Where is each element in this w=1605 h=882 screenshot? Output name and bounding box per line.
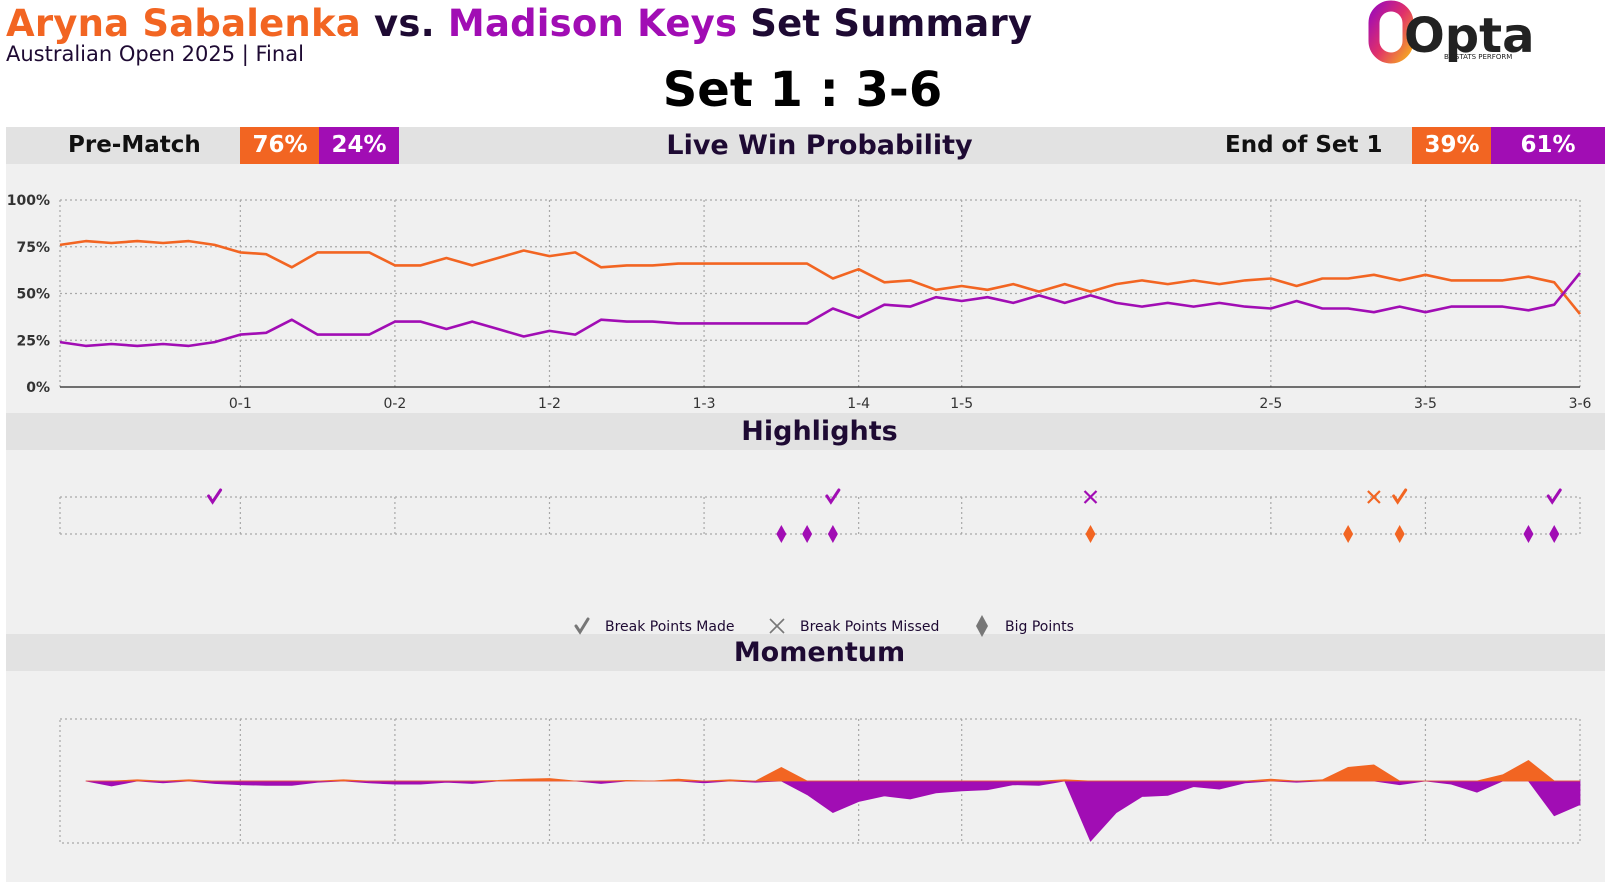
wp-xtick-label: 1-3 xyxy=(693,396,716,412)
diamond-icon xyxy=(976,615,988,637)
break-point-missed-icon xyxy=(1367,490,1381,504)
vs-text: vs. xyxy=(360,2,448,45)
break-point-made-icon xyxy=(207,488,223,505)
set-score: Set 1 : 3-6 xyxy=(662,62,943,118)
break-point-missed-icon xyxy=(1083,490,1098,504)
opta-tagline: BY STATS PERFORM xyxy=(1444,53,1512,61)
momentum-area-player2 xyxy=(85,780,1581,842)
cross-icon xyxy=(769,618,785,634)
win-probability-panel xyxy=(6,164,1605,413)
series-line-player1 xyxy=(59,239,1582,315)
win-probability-title: Live Win Probability xyxy=(666,130,973,161)
wp-xtick-label: 1-2 xyxy=(538,396,561,412)
legend-label: Break Points Made xyxy=(605,619,734,635)
highlights-title: Highlights xyxy=(741,416,898,447)
momentum-title: Momentum xyxy=(733,637,906,668)
prematch-label: Pre-Match xyxy=(68,132,201,158)
end-of-set-label: End of Set 1 xyxy=(1225,132,1383,158)
wp-ytick-label: 100% xyxy=(7,193,50,209)
big-point-icon xyxy=(1394,525,1405,543)
wp-xtick-label: 3-6 xyxy=(1569,396,1592,412)
end-player1-pct: 39% xyxy=(1412,127,1492,164)
chart-title: Aryna Sabalenka vs. Madison Keys Set Sum… xyxy=(6,2,1032,45)
break-point-made-icon xyxy=(1546,488,1562,505)
opta-logo: Opta BY STATS PERFORM xyxy=(1368,0,1535,64)
wp-ytick-label: 25% xyxy=(16,333,50,349)
opta-wordmark: Opta xyxy=(1404,8,1535,64)
momentum-area-player1 xyxy=(85,760,1580,782)
legend-label: Big Points xyxy=(1005,619,1074,635)
momentum-bar xyxy=(6,634,1605,671)
wp-xtick-label: 1-4 xyxy=(847,396,870,412)
wp-xtick-label: 3-5 xyxy=(1414,396,1437,412)
prematch-player1-pct: 76% xyxy=(240,127,320,164)
big-point-icon xyxy=(1523,525,1534,543)
prematch-player2-pct: 24% xyxy=(319,127,399,164)
title-suffix: Set Summary xyxy=(737,2,1033,45)
end-player2-pct: 61% xyxy=(1491,127,1605,164)
big-point-icon xyxy=(1085,525,1096,543)
player1-name: Aryna Sabalenka xyxy=(6,2,361,45)
big-point-icon xyxy=(776,525,787,543)
highlights-bar xyxy=(6,413,1605,450)
break-point-made-icon xyxy=(825,488,841,505)
wp-xtick-label: 2-5 xyxy=(1259,396,1282,412)
wp-ytick-label: 75% xyxy=(16,240,50,256)
break-point-made-icon xyxy=(1392,488,1408,505)
series-line-player2 xyxy=(59,272,1582,348)
wp-xtick-label: 0-2 xyxy=(383,396,406,412)
wp-ytick-label: 50% xyxy=(16,287,50,303)
big-point-icon xyxy=(1343,525,1354,543)
wp-xtick-label: 1-5 xyxy=(950,396,973,412)
win-probability-bar: Pre-Match 76% 24% End of Set 1 39% 61% xyxy=(6,127,1605,164)
chart-subtitle: Australian Open 2025 | Final xyxy=(6,42,304,66)
big-point-icon xyxy=(1549,525,1560,543)
big-point-icon xyxy=(802,525,813,543)
check-icon xyxy=(574,617,590,635)
wp-xtick-label: 0-1 xyxy=(229,396,252,412)
player2-name: Madison Keys xyxy=(447,2,738,45)
highlights-panel xyxy=(6,450,1605,634)
opta-mark-icon xyxy=(1368,0,1414,64)
legend-label: Break Points Missed xyxy=(800,619,939,635)
big-point-icon xyxy=(827,525,838,543)
wp-ytick-label: 0% xyxy=(26,380,50,396)
